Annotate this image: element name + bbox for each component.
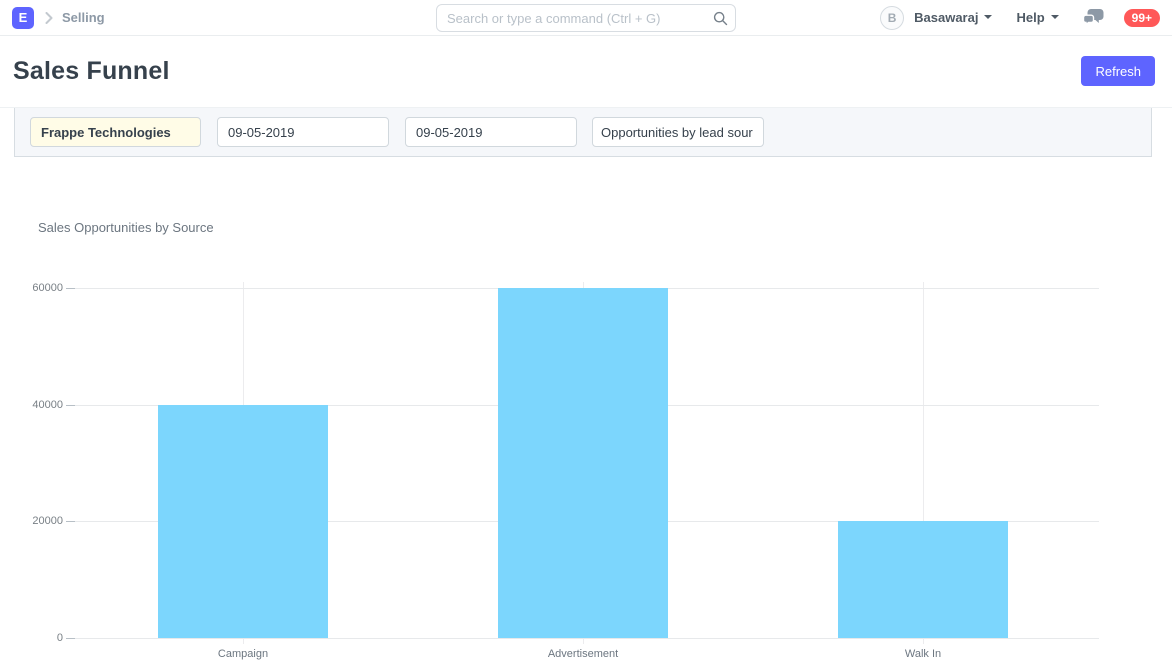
breadcrumb-selling[interactable]: Selling [62, 10, 105, 25]
to-date-filter[interactable] [405, 117, 577, 147]
avatar-initial: B [887, 10, 897, 25]
help-menu[interactable]: Help [1016, 10, 1059, 25]
caret-down-icon [1050, 14, 1059, 23]
app-logo[interactable]: E [12, 6, 34, 29]
caret-down-icon [984, 14, 993, 23]
bar[interactable] [158, 405, 328, 638]
avatar[interactable]: B [880, 5, 905, 30]
y-axis-tick [66, 405, 75, 406]
y-axis-label: 20000 [32, 515, 63, 527]
help-label: Help [1016, 10, 1045, 25]
y-axis-label: 0 [56, 632, 63, 644]
from-date-filter[interactable] [217, 117, 389, 147]
y-gridline [75, 638, 1099, 639]
y-axis-tick [66, 638, 75, 639]
bar[interactable] [498, 288, 668, 638]
logo-letter: E [18, 10, 28, 25]
refresh-button[interactable]: Refresh [1081, 56, 1155, 86]
navbar: E Selling B Basawaraj Help 99+ [0, 0, 1172, 36]
chart-source-select[interactable] [592, 117, 764, 147]
y-axis-tick [66, 288, 75, 289]
page-title: Sales Funnel [13, 57, 170, 85]
filter-bar [14, 108, 1152, 157]
x-axis-label: Walk In [904, 648, 942, 660]
search-icon [713, 11, 728, 26]
search-input[interactable] [436, 4, 736, 32]
chevron-right-icon [45, 11, 53, 24]
chat-icon[interactable] [1082, 9, 1104, 26]
x-axis-label: Campaign [217, 648, 269, 660]
bar[interactable] [838, 521, 1008, 638]
y-axis-label: 60000 [32, 282, 63, 294]
company-filter[interactable] [30, 117, 201, 147]
y-axis-label: 40000 [32, 399, 63, 411]
x-axis-label: Advertisement [547, 648, 619, 660]
notifications-badge[interactable]: 99+ [1123, 8, 1160, 27]
user-menu[interactable]: Basawaraj [914, 10, 993, 25]
navbar-right: B Basawaraj Help 99+ [880, 5, 1160, 30]
global-search [436, 4, 736, 32]
user-name: Basawaraj [914, 10, 979, 25]
divider [0, 107, 1172, 108]
y-axis-tick [66, 521, 75, 522]
chart-title: Sales Opportunities by Source [38, 220, 214, 235]
